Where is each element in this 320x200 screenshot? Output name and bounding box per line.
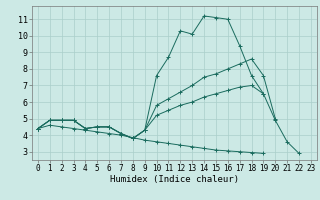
X-axis label: Humidex (Indice chaleur): Humidex (Indice chaleur) xyxy=(110,175,239,184)
